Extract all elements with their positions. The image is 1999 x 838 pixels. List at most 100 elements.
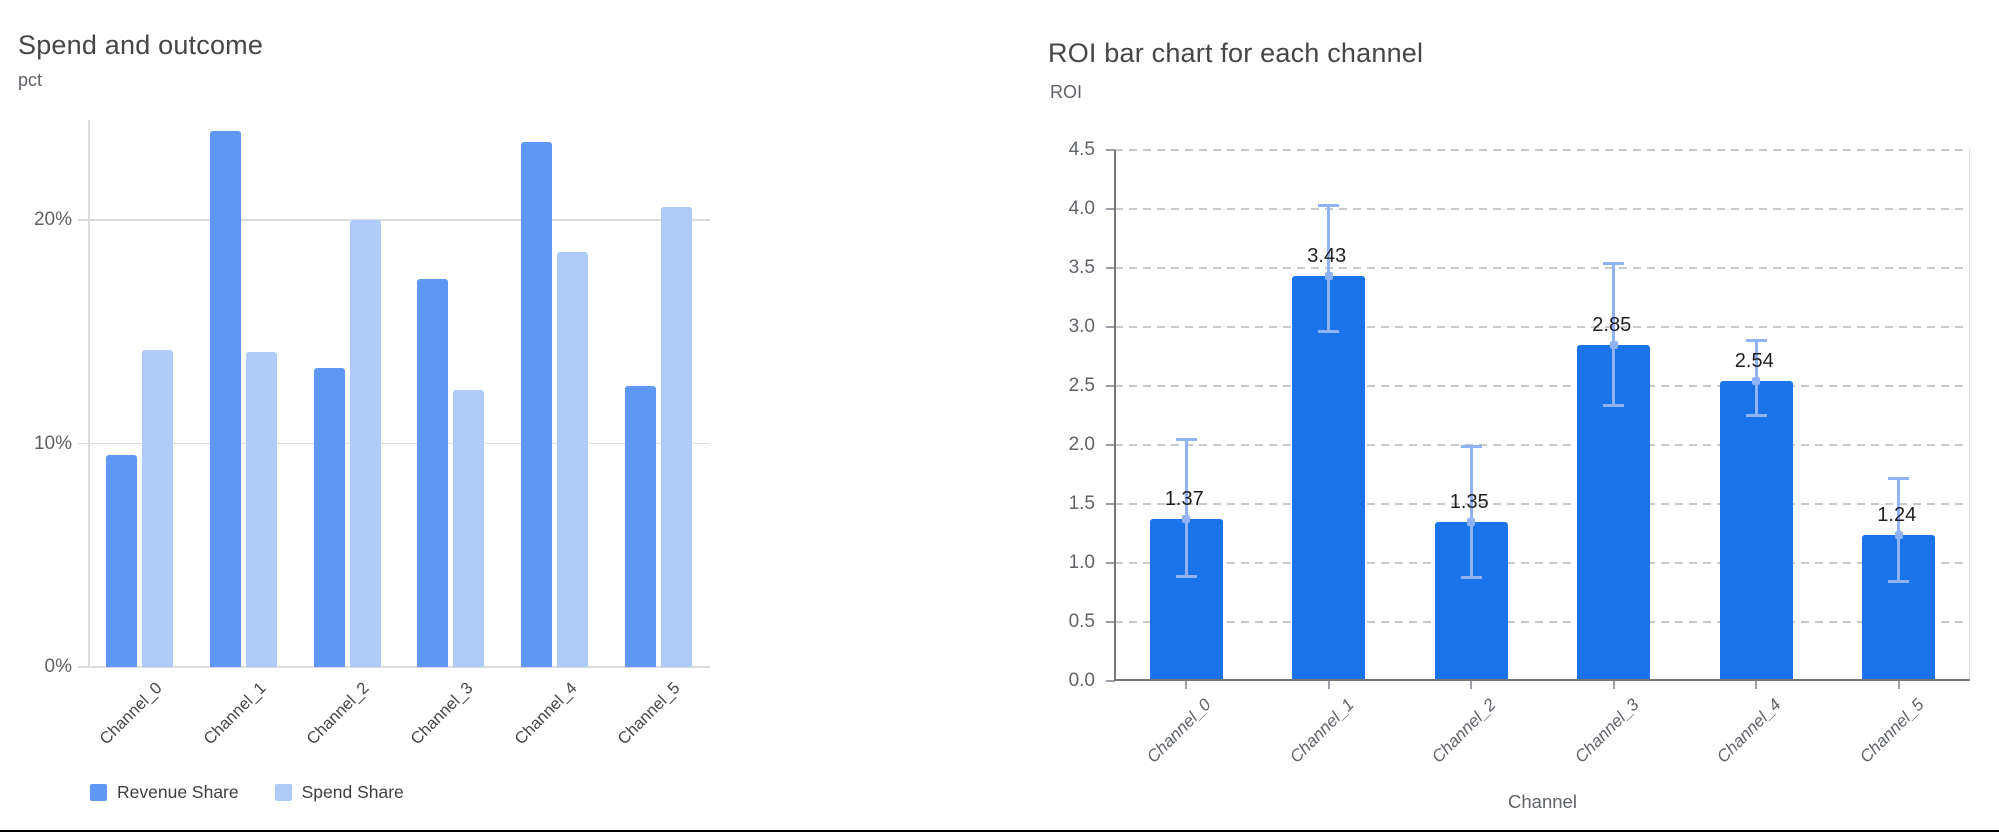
y-axis-tick — [1106, 503, 1115, 505]
x-tick-label-text: Channel_2 — [303, 679, 373, 749]
bar-value-label: 1.35 — [1449, 490, 1489, 513]
error-bar-channel-0 — [1184, 439, 1188, 578]
gridline — [1115, 385, 1970, 387]
y-tick-label: 0% — [44, 656, 72, 677]
x-axis-tick — [1755, 681, 1758, 689]
plot-area-right: 0.0 0.5 1.0 1.5 2.0 2.5 3.0 3.5 4.0 4.5 1.37 Channe… — [1069, 139, 1970, 767]
gridline — [78, 666, 710, 668]
y-tick-label: 1.5 — [1068, 493, 1095, 514]
legend-item-revenue-share[interactable]: Revenue Share — [90, 782, 239, 803]
gridline — [1115, 149, 1970, 151]
error-bar-channel-1 — [1327, 205, 1331, 332]
y-axis-line — [1114, 150, 1116, 681]
bar-revenue-share-channel-5[interactable] — [624, 385, 656, 667]
y-axis-tick — [1106, 562, 1115, 564]
x-axis-tick — [1185, 681, 1188, 689]
error-bar-channel-3 — [1612, 263, 1616, 407]
bar-revenue-share-channel-1[interactable] — [210, 131, 241, 667]
bar-spend-share-channel-3[interactable] — [453, 390, 485, 667]
bar-roi-channel-4[interactable] — [1719, 381, 1793, 681]
error-cap-bottom-channel-2 — [1460, 576, 1482, 580]
bar-spend-share-channel-4[interactable] — [557, 251, 588, 667]
x-tick-label-text: Channel_1 — [1285, 695, 1358, 767]
plot-right-border — [1968, 150, 1970, 681]
legend-swatch — [274, 784, 292, 801]
x-tick-label-text: Channel_4 — [511, 679, 581, 749]
error-cap-bottom-channel-5 — [1888, 579, 1910, 583]
x-axis-tick — [1470, 681, 1473, 689]
bar-roi-channel-1[interactable] — [1292, 276, 1366, 681]
bar-revenue-share-channel-2[interactable] — [313, 367, 345, 667]
error-cap-bottom-channel-1 — [1318, 329, 1340, 333]
gridline — [78, 442, 710, 445]
y-axis-tick — [1106, 208, 1115, 210]
y-tick-label: 4.5 — [1068, 139, 1095, 160]
y-axis-tick — [1106, 149, 1115, 151]
y-tick-label: 3.5 — [1068, 257, 1095, 278]
error-bar-channel-5 — [1897, 478, 1901, 582]
y-tick-label: 1.0 — [1068, 552, 1095, 573]
x-axis-line — [1114, 679, 1970, 681]
legend-label: Spend Share — [301, 782, 404, 802]
gridline — [1115, 621, 1970, 623]
x-tick-label-text: Channel_0 — [96, 679, 166, 749]
legend-item-spend-share[interactable]: Spend Share — [274, 782, 404, 803]
error-marker-channel-0 — [1182, 515, 1191, 524]
error-marker-channel-1 — [1324, 272, 1333, 281]
bar-spend-share-channel-5[interactable] — [660, 207, 692, 667]
x-tick-label-text: Channel_0 — [1143, 695, 1215, 767]
bar-spend-share-channel-0[interactable] — [142, 349, 174, 667]
y-tick-label: 2.5 — [1068, 375, 1095, 396]
y-axis-tick — [1106, 680, 1115, 682]
error-cap-top-channel-5 — [1888, 477, 1910, 481]
gridline — [1115, 562, 1970, 564]
bottom-divider — [0, 830, 1999, 832]
error-cap-top-channel-4 — [1745, 338, 1767, 342]
bar-spend-share-channel-2[interactable] — [349, 220, 381, 667]
chart-title-left: Spend and outcome — [18, 30, 264, 61]
error-cap-bottom-channel-0 — [1175, 575, 1197, 579]
gridline — [1115, 444, 1970, 446]
bar-revenue-share-channel-4[interactable] — [521, 142, 552, 667]
y-axis-tick — [1106, 326, 1115, 328]
y-axis-unit-label-right: ROI — [1050, 82, 1083, 102]
legend: Revenue Share Spend Share — [90, 782, 404, 803]
y-tick-label: 4.0 — [1068, 198, 1095, 219]
gridline — [1115, 326, 1970, 328]
error-cap-top-channel-2 — [1460, 445, 1482, 449]
error-cap-bottom-channel-4 — [1745, 413, 1767, 417]
bar-value-label: 2.54 — [1734, 350, 1774, 373]
error-cap-top-channel-0 — [1175, 438, 1197, 442]
bar-spend-share-channel-1[interactable] — [246, 352, 277, 667]
x-tick-label-text: Channel_3 — [407, 679, 477, 749]
gridline — [1115, 503, 1970, 505]
gridline — [78, 219, 710, 221]
x-tick-label-text: Channel_2 — [1428, 695, 1500, 767]
chart-title-right: ROI bar chart for each channel — [1048, 38, 1424, 69]
legend-label: Revenue Share — [117, 782, 239, 802]
bar-value-label: 2.85 — [1592, 313, 1632, 336]
y-tick-label: 20% — [33, 209, 72, 231]
y-tick-label: 3.0 — [1068, 316, 1095, 337]
error-bar-channel-2 — [1469, 446, 1473, 579]
y-axis-tick — [1106, 267, 1115, 269]
x-tick-label-text: Channel_5 — [614, 679, 684, 749]
x-axis-tick — [1327, 681, 1330, 689]
gridline — [1115, 208, 1970, 210]
bar-revenue-share-channel-0[interactable] — [106, 454, 138, 667]
y-tick-label: 2.0 — [1068, 434, 1095, 455]
x-axis-tick — [1897, 681, 1900, 689]
error-marker-channel-2 — [1467, 517, 1476, 526]
y-axis-tick — [1106, 621, 1115, 623]
error-marker-channel-5 — [1894, 530, 1903, 539]
plot-area-left: 0% 10% 20% Channel_0 Channel_1 Channel_2 Chann… — [34, 120, 710, 748]
x-tick-label-text: Channel_5 — [1855, 695, 1928, 767]
error-marker-channel-4 — [1752, 377, 1761, 386]
x-tick-label-text: Channel_3 — [1570, 695, 1643, 767]
y-axis-tick — [1106, 385, 1115, 387]
error-marker-channel-3 — [1609, 340, 1618, 349]
bar-revenue-share-channel-3[interactable] — [417, 278, 449, 667]
y-tick-label: 0.5 — [1068, 611, 1095, 632]
error-cap-bottom-channel-3 — [1603, 404, 1625, 408]
